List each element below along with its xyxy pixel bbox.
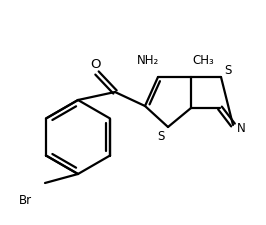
Text: Br: Br: [18, 194, 32, 207]
Text: N: N: [237, 121, 245, 134]
Text: O: O: [90, 58, 100, 71]
Text: S: S: [224, 63, 232, 76]
Text: CH₃: CH₃: [192, 54, 214, 67]
Text: S: S: [157, 129, 165, 142]
Text: NH₂: NH₂: [137, 54, 159, 67]
